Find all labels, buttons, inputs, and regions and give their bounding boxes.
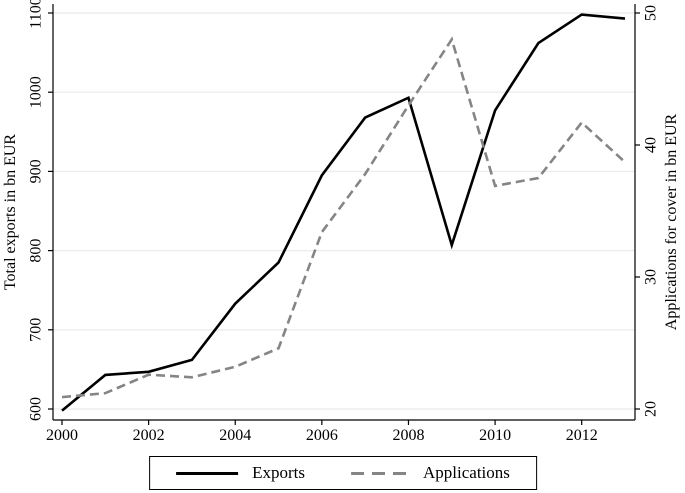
applications-line-sample — [351, 471, 409, 475]
legend: Exports Applications — [149, 456, 537, 490]
x-tick-label: 2002 — [133, 427, 165, 444]
left-tick-label: 900 — [28, 159, 45, 183]
left-tick-label: 1000 — [28, 76, 45, 108]
x-tick-label: 2012 — [566, 427, 598, 444]
left-tick-label: 700 — [28, 318, 45, 342]
left-tick-label: 600 — [28, 397, 45, 421]
legend-label-applications: Applications — [423, 463, 510, 482]
x-tick-label: 2004 — [219, 427, 251, 444]
legend-entry-applications: Applications — [351, 463, 510, 483]
x-tick-label: 2000 — [46, 427, 78, 444]
left-tick-label: 1100 — [28, 0, 45, 29]
x-tick-label: 2006 — [306, 427, 338, 444]
right-tick-label: 50 — [643, 5, 660, 21]
legend-label-exports: Exports — [252, 463, 305, 482]
right-axis-title: Applications for cover in bn EUR — [663, 113, 680, 331]
right-tick-label: 40 — [643, 137, 660, 153]
right-tick-label: 30 — [643, 269, 660, 285]
x-tick-label: 2008 — [392, 427, 424, 444]
right-tick-label: 20 — [643, 401, 660, 417]
applications-line — [61, 36, 626, 399]
left-axis-title: Total exports in bn EUR — [2, 133, 19, 291]
exports-line-sample — [176, 471, 239, 475]
legend-entry-exports: Exports — [176, 463, 305, 483]
x-tick-label: 2010 — [479, 427, 511, 444]
left-tick-label: 800 — [28, 239, 45, 263]
exports-line — [61, 13, 626, 412]
